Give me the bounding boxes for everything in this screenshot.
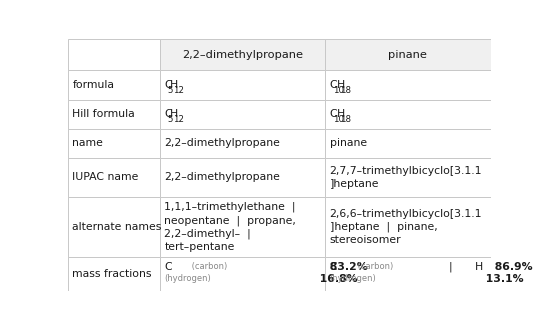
Text: 10: 10 xyxy=(332,86,343,95)
Text: 2,2–dimethylpropane: 2,2–dimethylpropane xyxy=(182,50,303,60)
Text: (hydrogen): (hydrogen) xyxy=(165,274,211,284)
Text: 13.1%: 13.1% xyxy=(482,274,523,284)
Text: 18: 18 xyxy=(340,115,351,124)
Text: Hill formula: Hill formula xyxy=(72,109,135,119)
Bar xyxy=(325,71,490,100)
Text: 2,6,6–trimethylbicyclo[3.1.1
]heptane  |  pinane,
stereoisomer: 2,6,6–trimethylbicyclo[3.1.1 ]heptane | … xyxy=(330,209,482,245)
Bar xyxy=(160,158,325,197)
Text: 83.2%: 83.2% xyxy=(326,262,368,272)
Bar xyxy=(68,129,160,158)
Text: C: C xyxy=(165,109,172,119)
Bar xyxy=(160,71,325,100)
Text: pinane: pinane xyxy=(389,50,427,60)
Text: 2,7,7–trimethylbicyclo[3.1.1
]heptane: 2,7,7–trimethylbicyclo[3.1.1 ]heptane xyxy=(330,166,482,189)
Text: H: H xyxy=(337,80,346,90)
Text: alternate names: alternate names xyxy=(72,222,162,232)
Text: |: | xyxy=(449,262,452,272)
Text: formula: formula xyxy=(72,80,114,90)
Bar xyxy=(325,257,490,291)
Text: 2,2–dimethylpropane: 2,2–dimethylpropane xyxy=(165,138,280,148)
Bar xyxy=(325,39,490,71)
Bar xyxy=(68,257,160,291)
Bar xyxy=(68,39,160,71)
Text: (carbon): (carbon) xyxy=(190,263,228,271)
Text: C: C xyxy=(330,262,337,272)
Bar xyxy=(68,197,160,257)
Bar xyxy=(160,39,325,71)
Bar xyxy=(68,100,160,129)
Text: mass fractions: mass fractions xyxy=(72,269,152,279)
Text: 10: 10 xyxy=(332,115,343,124)
Text: C: C xyxy=(165,80,172,90)
Bar xyxy=(68,158,160,197)
Text: 5: 5 xyxy=(167,86,173,95)
Text: 16.8%: 16.8% xyxy=(317,274,358,284)
Text: pinane: pinane xyxy=(330,138,367,148)
Text: H: H xyxy=(475,262,483,272)
Bar xyxy=(160,100,325,129)
Bar xyxy=(160,257,325,291)
Bar xyxy=(160,129,325,158)
Text: (carbon): (carbon) xyxy=(355,263,393,271)
Bar xyxy=(325,100,490,129)
Bar xyxy=(160,197,325,257)
Text: 12: 12 xyxy=(173,115,184,124)
Text: H: H xyxy=(169,109,178,119)
Text: 5: 5 xyxy=(167,115,173,124)
Text: C: C xyxy=(165,262,172,272)
Text: name: name xyxy=(72,138,103,148)
Text: 86.9%: 86.9% xyxy=(492,262,533,272)
Text: (hydrogen): (hydrogen) xyxy=(330,274,377,284)
Text: H: H xyxy=(337,109,346,119)
Text: C: C xyxy=(330,80,337,90)
Text: 18: 18 xyxy=(340,86,351,95)
Bar xyxy=(325,158,490,197)
Bar xyxy=(325,129,490,158)
Text: 1,1,1–trimethylethane  |
neopentane  |  propane,
2,2–dimethyl–  |
tert–pentane: 1,1,1–trimethylethane | neopentane | pro… xyxy=(165,202,296,252)
Text: H: H xyxy=(169,80,178,90)
Text: 2,2–dimethylpropane: 2,2–dimethylpropane xyxy=(165,172,280,182)
Bar xyxy=(325,197,490,257)
Text: IUPAC name: IUPAC name xyxy=(72,172,139,182)
Bar xyxy=(68,71,160,100)
Text: 12: 12 xyxy=(173,86,184,95)
Text: C: C xyxy=(330,109,337,119)
